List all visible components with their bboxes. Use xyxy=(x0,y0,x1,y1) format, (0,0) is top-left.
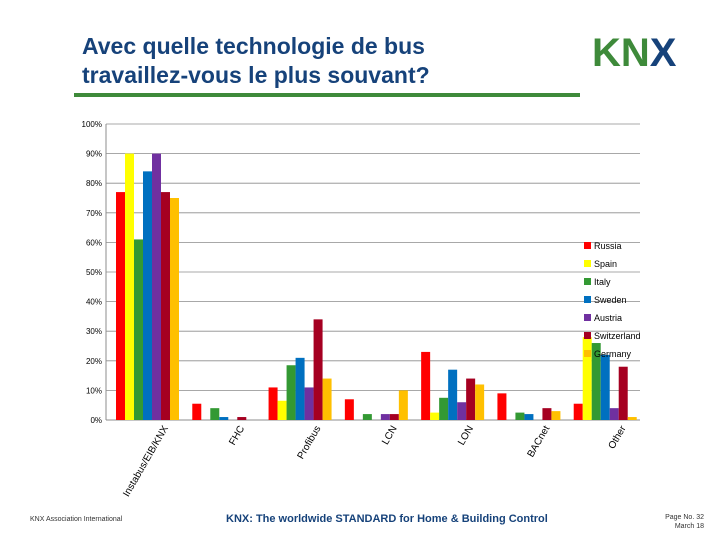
bar xyxy=(524,414,534,420)
bar xyxy=(591,343,601,420)
y-tick-label: 40% xyxy=(86,298,102,307)
legend-swatch xyxy=(584,296,591,303)
y-tick-label: 50% xyxy=(86,268,102,277)
footer-organization: KNX Association International xyxy=(30,516,123,523)
y-tick-label: 30% xyxy=(86,327,102,336)
y-tick-label: 100% xyxy=(82,120,102,129)
legend-label: Austria xyxy=(594,313,622,323)
bar xyxy=(380,414,390,420)
bar xyxy=(210,408,220,420)
bar xyxy=(421,351,431,420)
bar xyxy=(192,403,202,420)
title-underline xyxy=(74,93,580,97)
y-tick-label: 80% xyxy=(86,179,102,188)
bar xyxy=(219,417,229,420)
legend-label: Russia xyxy=(594,241,622,251)
legend-swatch xyxy=(584,314,591,321)
bar xyxy=(304,387,314,420)
bar xyxy=(398,390,408,420)
bar xyxy=(457,402,467,420)
bar xyxy=(430,412,440,420)
knx-logo-text: KNX xyxy=(592,31,677,74)
bar xyxy=(161,192,170,420)
legend-swatch xyxy=(584,278,591,285)
bar xyxy=(322,378,332,420)
x-tick-label: Profibus xyxy=(296,424,324,461)
bar xyxy=(600,354,610,420)
bar xyxy=(582,337,592,420)
legend-label: Italy xyxy=(594,277,611,287)
bar xyxy=(439,397,449,420)
bar xyxy=(277,400,287,420)
bar xyxy=(143,171,152,420)
y-tick-label: 90% xyxy=(86,150,102,159)
slide-date: March 18 xyxy=(674,523,704,530)
y-tick-label: 20% xyxy=(86,357,102,366)
bar xyxy=(362,414,372,420)
x-tick-label: Instabus/EIB/KNX xyxy=(121,424,171,499)
y-tick-label: 60% xyxy=(86,238,102,247)
bar xyxy=(389,414,399,420)
legend-swatch xyxy=(584,260,591,267)
y-tick-label: 0% xyxy=(90,416,102,425)
x-tick-label: BACnet xyxy=(526,424,553,460)
knx-logo: KNX xyxy=(592,31,677,74)
title-line-1: Avec quelle technologie de bus xyxy=(82,33,425,59)
bar xyxy=(116,192,125,420)
legend-swatch xyxy=(584,350,591,357)
bar xyxy=(448,369,458,420)
legend-label: Spain xyxy=(594,259,617,269)
bar xyxy=(466,378,476,420)
bar xyxy=(573,403,583,420)
bar xyxy=(152,153,161,420)
x-tick-label: LON xyxy=(456,424,476,447)
bar xyxy=(551,411,561,420)
bar xyxy=(125,153,134,420)
knx-logo-x: X xyxy=(650,31,677,74)
bar xyxy=(542,408,552,420)
bar xyxy=(286,365,296,420)
bar xyxy=(268,387,278,420)
title-line-2: travaillez-vous le plus souvant? xyxy=(82,62,430,88)
bar xyxy=(295,357,305,420)
bar xyxy=(497,393,507,420)
bar xyxy=(313,319,323,420)
bar xyxy=(170,198,179,420)
bar xyxy=(618,366,628,420)
bar xyxy=(475,384,485,420)
y-tick-label: 70% xyxy=(86,209,102,218)
legend-label: Germany xyxy=(594,349,632,359)
x-tick-label: LCN xyxy=(380,424,400,447)
bar xyxy=(344,399,354,420)
legend-label: Sweden xyxy=(594,295,627,305)
bar xyxy=(609,408,619,420)
legend-swatch xyxy=(584,332,591,339)
bar xyxy=(237,417,247,420)
y-tick-label: 10% xyxy=(86,386,102,395)
footer-page-info: Page No. 32 March 18 xyxy=(665,513,704,531)
footer-tagline: KNX: The worldwide STANDARD for Home & B… xyxy=(226,513,548,525)
knx-logo-kn: KN xyxy=(592,31,650,74)
slide-title: Avec quelle technologie de bus travaille… xyxy=(82,32,542,90)
legend-label: Switzerland xyxy=(594,331,641,341)
bar xyxy=(627,417,637,420)
x-tick-label: FHC xyxy=(227,424,247,447)
bar xyxy=(515,412,525,420)
page-number: Page No. 32 xyxy=(665,514,704,521)
x-tick-label: Other xyxy=(607,423,629,451)
legend-swatch xyxy=(584,242,591,249)
bar xyxy=(134,239,143,420)
